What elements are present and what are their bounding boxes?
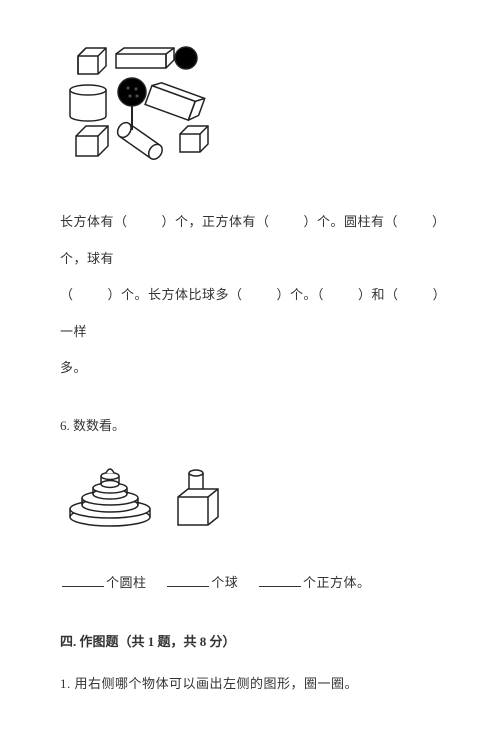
question-5-text: 长方体有（）个，正方体有（）个。圆柱有（）个，球有 (60, 204, 440, 277)
q5-l3: 多。 (60, 360, 87, 375)
question-6-label: 6. 数数看。 (60, 408, 440, 444)
question-5-text-line3: 多。 (60, 350, 440, 386)
q6-b0: 个圆柱 (106, 575, 147, 590)
question-5-text-line2: （）个。长方体比球多（）个。（）和（）一样 (60, 277, 440, 350)
blank-cylinder[interactable] (62, 573, 104, 587)
section-4-header: 四. 作图题（共 1 题，共 8 分） (60, 624, 440, 660)
q5-l2-p1: ）个。长方体比球多（ (108, 287, 243, 302)
blank-cube[interactable] (259, 573, 301, 587)
question-6-blanks: 个圆柱 个球 个正方体。 (60, 565, 440, 601)
shapes-illustration-2 (60, 453, 440, 547)
q5-l1-p0: 长方体有（ (60, 214, 128, 229)
section-4-q1: 1. 用右侧哪个物体可以画出左侧的图形，圈一圈。 (60, 666, 440, 702)
q6-b1: 个球 (211, 575, 238, 590)
q5-l2-p3: ）和（ (358, 287, 399, 302)
q5-l2-p0: （ (60, 287, 74, 302)
q5-l1-p2: ）个。圆柱有（ (304, 214, 399, 229)
q5-l1-p1: ）个，正方体有（ (162, 214, 270, 229)
blank-sphere[interactable] (167, 573, 209, 587)
q6-b2: 个正方体。 (303, 575, 371, 590)
q5-l2-p2: ）个。（ (277, 287, 325, 302)
shapes-illustration-1 (60, 40, 440, 184)
